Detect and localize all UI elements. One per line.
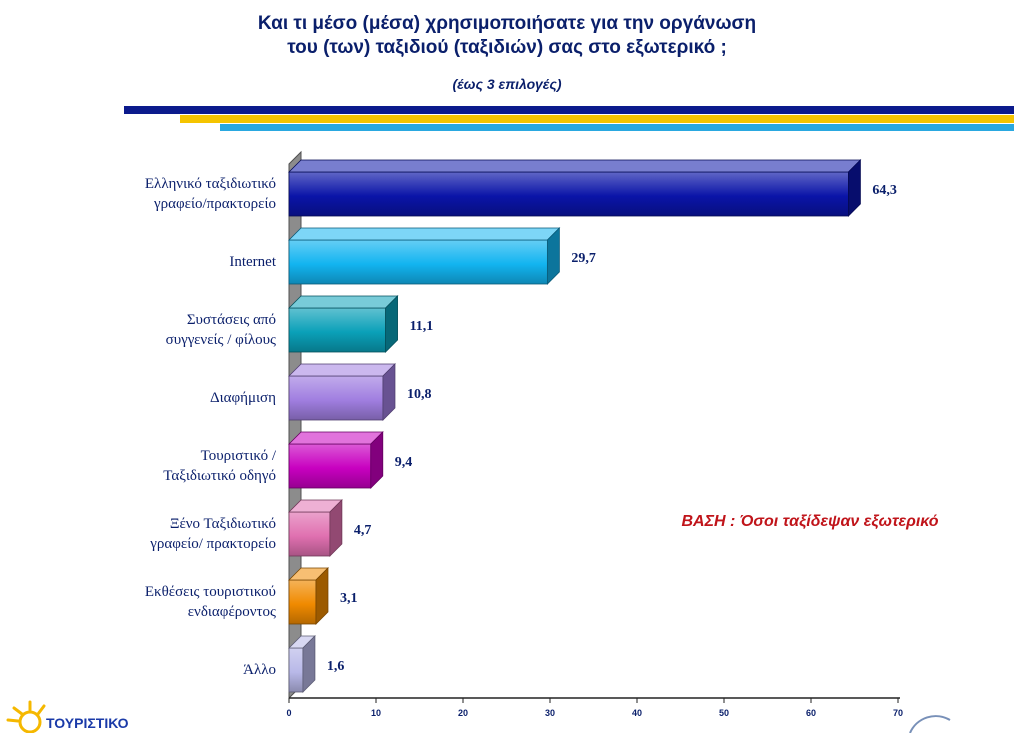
category-label: Τουριστικό / Ταξιδιωτικό οδηγό xyxy=(163,448,277,484)
title-line-1: Και τι μέσο (μέσα) χρησιμοποιήσατε για τ… xyxy=(257,13,757,34)
value-label: 64,3 xyxy=(872,183,897,198)
category-labels: Ελληνικό ταξιδιωτικό γραφείο/πρακτορείο In… xyxy=(145,176,277,678)
bar-side xyxy=(315,567,329,625)
bar-front xyxy=(288,511,331,557)
category-label-line: γραφείο/ πρακτορείο xyxy=(149,536,276,552)
bar-top xyxy=(288,431,384,445)
bar-front xyxy=(288,307,386,353)
bar-1 xyxy=(288,227,561,285)
x-tick-label: 70 xyxy=(893,708,903,718)
category-label-line: Ξένο Ταξιδιωτικό xyxy=(170,516,276,532)
x-tick-label: 20 xyxy=(458,708,468,718)
bar-side xyxy=(848,159,861,217)
category-label: Εκθέσεις τουριστικού ενδιαφέροντος xyxy=(145,584,276,620)
category-label-line: Διαφήμιση xyxy=(210,390,276,406)
x-tick-label: 60 xyxy=(806,708,816,718)
value-label: 3,1 xyxy=(340,591,358,606)
category-label-line: ενδιαφέροντος xyxy=(188,604,276,620)
x-tick-label: 50 xyxy=(719,708,729,718)
logo-text: ΤΟΥΡΙΣΤΙΚΟ xyxy=(46,715,129,731)
category-label-line: συγγενείς / φίλους xyxy=(166,332,276,348)
value-labels: 64,3 29,7 11,1 10,8 9,4 4,7 3,1 1,6 xyxy=(327,183,897,674)
decor-stripe-blue xyxy=(220,124,1014,131)
category-label-line: γραφείο/πρακτορείο xyxy=(153,196,276,212)
bar-top xyxy=(288,295,399,309)
bars-group xyxy=(288,159,862,693)
category-label-line: Συστάσεις από xyxy=(187,312,276,328)
category-label-line: Internet xyxy=(229,254,276,270)
x-tick-label: 40 xyxy=(632,708,642,718)
x-axis: 0 10 20 30 40 50 60 70 xyxy=(286,697,903,718)
category-label: Συστάσεις από συγγενείς / φίλους xyxy=(166,312,276,348)
bar-side xyxy=(370,431,384,489)
category-label: Internet xyxy=(229,254,276,270)
bar-front xyxy=(288,239,548,285)
decor-stripe-yellow xyxy=(180,115,1014,123)
chart-subtitle: (έως 3 επιλογές) xyxy=(452,76,562,92)
category-label-line: Άλλο xyxy=(243,662,276,678)
value-label: 29,7 xyxy=(571,251,596,266)
bar-side xyxy=(546,227,560,285)
x-tick-label: 0 xyxy=(286,708,291,718)
value-label: 9,4 xyxy=(395,455,413,470)
value-label: 1,6 xyxy=(327,659,345,674)
bar-front xyxy=(288,443,372,489)
bar-front xyxy=(288,647,304,693)
x-tick-label: 30 xyxy=(545,708,555,718)
bar-0 xyxy=(288,159,862,217)
bar-side xyxy=(302,635,316,693)
chart-title: Και τι μέσο (μέσα) χρησιμοποιήσατε για τ… xyxy=(120,12,894,60)
bar-top xyxy=(288,363,396,377)
bar-front xyxy=(288,579,317,625)
corner-arc-icon xyxy=(909,715,951,733)
bar-side xyxy=(329,499,343,557)
title-line-2: του (των) ταξιδιού (ταξιδιών) σας στο εξ… xyxy=(287,37,727,58)
value-label: 11,1 xyxy=(410,319,434,334)
bar-top xyxy=(288,159,862,173)
decor-stripe-navy xyxy=(124,106,1014,114)
category-label: Ελληνικό ταξιδιωτικό γραφείο/πρακτορείο xyxy=(145,176,276,212)
value-label: 10,8 xyxy=(407,387,432,402)
bar-4 xyxy=(288,431,384,489)
category-label-line: Ελληνικό ταξιδιωτικό xyxy=(145,176,276,192)
bar-6 xyxy=(288,567,329,625)
value-label: 4,7 xyxy=(354,523,372,538)
category-label-line: Τουριστικό / xyxy=(201,448,277,464)
bar-5 xyxy=(288,499,343,557)
bar-front xyxy=(288,375,384,421)
bar-side xyxy=(385,295,398,353)
category-label: Άλλο xyxy=(243,662,276,678)
sun-icon xyxy=(6,700,46,733)
base-note: ΒΑΣΗ : Όσοι ταξίδεψαν εξωτερικό xyxy=(681,513,939,530)
bar-2 xyxy=(288,295,399,353)
category-label-line: Ταξιδιωτικό οδηγό xyxy=(163,468,276,484)
bar-7 xyxy=(288,635,316,693)
category-label: Ξένο Ταξιδιωτικό γραφείο/ πρακτορείο xyxy=(149,516,276,552)
bar-front xyxy=(288,171,849,217)
x-tick-label: 10 xyxy=(371,708,381,718)
logo: ΤΟΥΡΙΣΤΙΚΟ xyxy=(6,700,129,733)
category-label: Διαφήμιση xyxy=(210,390,276,406)
bar-top xyxy=(288,227,561,241)
bar-side xyxy=(382,363,396,421)
category-label-line: Εκθέσεις τουριστικού xyxy=(145,584,276,600)
bar-3 xyxy=(288,363,396,421)
